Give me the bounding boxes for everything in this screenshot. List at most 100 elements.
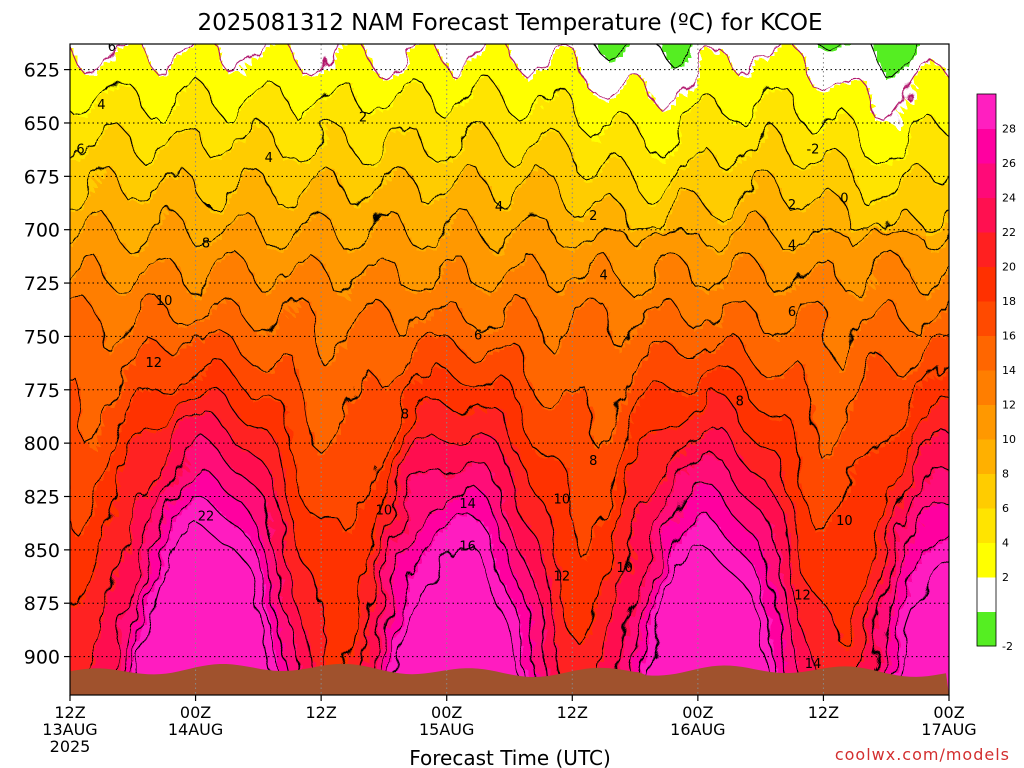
colorbar-label: 4 (1002, 537, 1009, 550)
contour-label: 8 (736, 394, 744, 409)
x-tick-label: 00Z (933, 703, 964, 722)
y-tick-label: 750 (24, 326, 60, 348)
contour-label: 14 (459, 497, 476, 512)
contour-label: 6 (474, 328, 482, 343)
colorbar-swatch (977, 301, 996, 336)
contour-label: 6 (76, 143, 84, 158)
y-axis: 625 650 675 700 725 750 775 800 825 850 875 900 (24, 60, 70, 669)
contour-label: -2 (806, 143, 819, 158)
colorbar-swatch (977, 370, 996, 405)
contour-label: 8 (202, 237, 210, 252)
colorbar-label: 10 (1002, 433, 1016, 446)
contour-label: 4 (788, 239, 796, 254)
contour-16 (70, 358, 949, 559)
colorbar-label: 18 (1002, 295, 1016, 308)
colorbar-label: 26 (1002, 157, 1016, 170)
contour-label: 12 (794, 589, 811, 604)
contour-10 (70, 253, 949, 294)
contour-12 (70, 297, 949, 368)
colorbar-swatch (977, 473, 996, 509)
contour-18 (70, 384, 949, 695)
colorbar-swatch (977, 542, 996, 578)
y-tick-label: 900 (24, 647, 60, 669)
x-tick-label: 12Z (557, 703, 588, 722)
contour-20 (70, 410, 949, 695)
contour-2 (70, 79, 949, 167)
x-tick-label: 16AUG (670, 720, 725, 739)
colorbar-label: 24 (1002, 192, 1016, 205)
y-tick-label: 850 (24, 540, 60, 562)
contour-label: 2 (589, 209, 597, 224)
y-tick-label: 625 (24, 60, 60, 82)
colorbar-swatch (977, 94, 996, 129)
contour-label: 4 (97, 98, 105, 113)
colorbar-label: 12 (1002, 399, 1016, 412)
colorbar-label: 22 (1002, 226, 1016, 239)
colorbar-swatch (977, 232, 996, 267)
colorbar-swatch (977, 163, 996, 198)
colorbar-label: 2 (1002, 571, 1009, 584)
contour-label: 14 (805, 657, 822, 672)
contour-label: 12 (145, 356, 162, 371)
colorbar-label: 16 (1002, 330, 1016, 343)
contour-labels: 6 4 6 2 4 8 10 12 4 2 4 6 8 10 14 16 10 12 10 8 -2 0 2 4 6 8 10 12 1… (76, 40, 853, 672)
colorbar-swatch (977, 508, 996, 543)
x-tick-label: 2025 (50, 737, 91, 756)
y-tick-label: 875 (24, 593, 60, 615)
x-tick-label: 17AUG (921, 720, 976, 739)
contour--2 (594, 44, 920, 80)
colorbar-swatch (977, 611, 996, 647)
colorbar-swatch (977, 335, 996, 371)
chart-title: 2025081312 NAM Forecast Temperature (ºC)… (198, 10, 823, 36)
x-tick-label: 12Z (808, 703, 839, 722)
contour-0 (70, 44, 949, 124)
colorbar-swatch (977, 266, 996, 302)
contour-label: 10 (376, 503, 393, 518)
y-tick-label: 825 (24, 486, 60, 508)
x-tick-label: 13AUG (42, 720, 97, 739)
colorbar-label: 28 (1002, 123, 1016, 136)
contour-lines (70, 44, 949, 695)
terrain-shape (70, 663, 949, 695)
colorbar-swatch (977, 439, 996, 474)
x-tick-label: 00Z (431, 703, 462, 722)
credit-text: coolwx.com/models (835, 745, 1010, 764)
x-tick-label: 12Z (54, 703, 85, 722)
contour-6 (70, 166, 949, 232)
x-tick-label: 00Z (682, 703, 713, 722)
contour-label: 4 (265, 151, 273, 166)
colorbar-label: 6 (1002, 502, 1009, 515)
contour-label: 4 (600, 269, 608, 284)
contour-label: 16 (459, 540, 476, 555)
contour-label: 4 (495, 200, 503, 215)
y-tick-label: 775 (24, 380, 60, 402)
colorbar-swatch (977, 577, 996, 612)
colorbar-label: 20 (1002, 261, 1016, 274)
x-tick-label: 00Z (180, 703, 211, 722)
contour-label: 6 (788, 305, 796, 320)
colorbar-swatch (977, 197, 996, 233)
colorbar-swatch (977, 404, 996, 440)
x-tick-label: 12Z (305, 703, 336, 722)
contour-label: 0 (840, 192, 848, 207)
colorbar-label: 14 (1002, 364, 1016, 377)
temperature-field (70, 44, 949, 695)
x-tick-label: 14AUG (168, 720, 223, 739)
x-tick-label: 15AUG (419, 720, 474, 739)
y-tick-label: 725 (24, 273, 60, 295)
contour-8 (70, 210, 949, 251)
contour-label: 10 (156, 294, 173, 309)
colorbar-label: 8 (1002, 468, 1009, 481)
contour-label: 2 (788, 198, 796, 213)
contour-label: 6 (108, 40, 116, 55)
colorbar-frame (976, 93, 997, 647)
contour-label: 10 (554, 493, 571, 508)
y-tick-label: 700 (24, 220, 60, 242)
contour-label: 10 (836, 514, 853, 529)
contour-label: 12 (554, 569, 571, 584)
grid-lines (70, 44, 949, 695)
contour-label: 8 (401, 407, 409, 422)
terrain-band (70, 663, 949, 695)
